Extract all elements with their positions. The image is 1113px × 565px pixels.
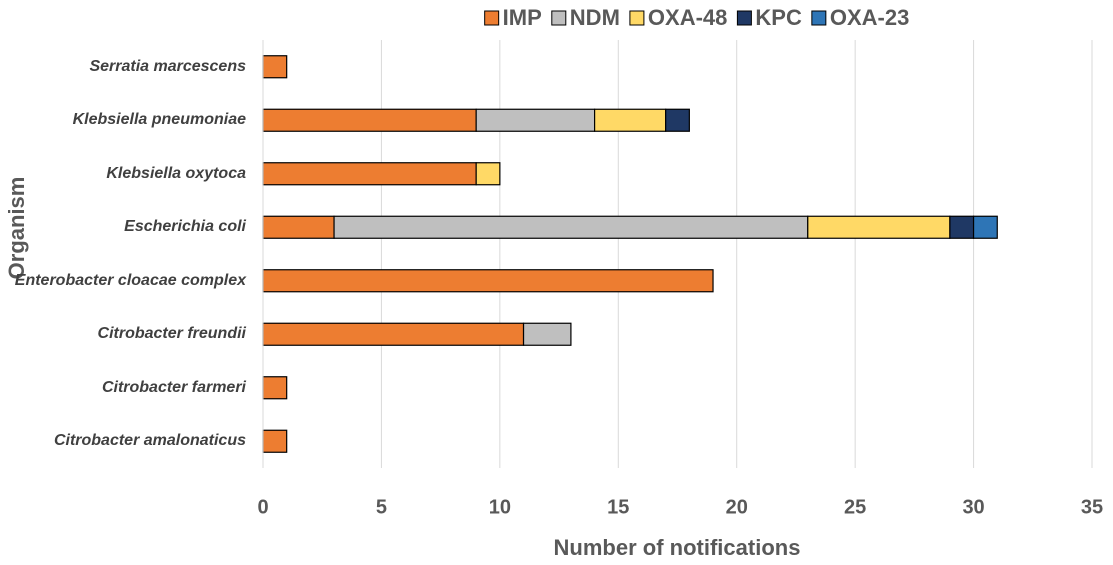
legend-swatch — [811, 10, 827, 26]
legend-swatch — [484, 10, 500, 26]
legend-swatch — [551, 10, 567, 26]
x-tick-label: 0 — [257, 496, 268, 518]
x-tick-label: 20 — [726, 496, 748, 518]
bar-segment — [262, 215, 335, 239]
y-tick-label: Escherichia coli — [124, 218, 246, 236]
legend-label: NDM — [570, 5, 620, 30]
bar-segment — [949, 215, 975, 239]
bar-segment — [665, 108, 690, 132]
y-tick-label: Klebsiella pneumoniae — [72, 111, 246, 129]
legend-swatch — [736, 10, 752, 26]
y-axis-title: Organism — [4, 177, 29, 280]
bar-segment — [262, 429, 288, 453]
bar-segment — [475, 162, 501, 186]
legend-label: OXA-23 — [830, 5, 909, 30]
x-tick-label: 35 — [1081, 496, 1103, 518]
x-tick-label: 15 — [607, 496, 629, 518]
y-tick-label: Klebsiella oxytoca — [106, 164, 246, 182]
bar-segment — [262, 108, 477, 132]
x-tick-label: 30 — [962, 496, 984, 518]
legend-label: OXA-48 — [648, 5, 727, 30]
x-tick-label: 5 — [376, 496, 387, 518]
y-tick-label: Citrobacter amalonaticus — [53, 432, 246, 450]
legend-swatch — [629, 10, 645, 26]
y-tick-label: Citrobacter farmeri — [101, 378, 246, 396]
bar-segment — [262, 55, 288, 79]
bar-segment — [807, 215, 951, 239]
legend-label: KPC — [755, 5, 802, 30]
x-axis-title: Number of notifications — [554, 535, 801, 560]
x-tick-label: 25 — [844, 496, 866, 518]
bar-segment — [262, 376, 288, 400]
bar-segment — [475, 108, 596, 132]
bar-segment — [522, 322, 572, 346]
y-tick-label: Citrobacter freundii — [97, 325, 246, 343]
y-tick-label: Enterobacter cloacae complex — [14, 271, 246, 289]
y-tick-label: Serratia marcescens — [89, 57, 246, 75]
bar-segment — [333, 215, 809, 239]
legend-label: IMP — [503, 5, 542, 30]
x-tick-label: 10 — [489, 496, 511, 518]
bar-segment — [593, 108, 667, 132]
bar-segment — [262, 162, 477, 186]
bar-segment — [972, 215, 998, 239]
bar-segment — [262, 322, 525, 346]
bar-segment — [262, 269, 714, 293]
